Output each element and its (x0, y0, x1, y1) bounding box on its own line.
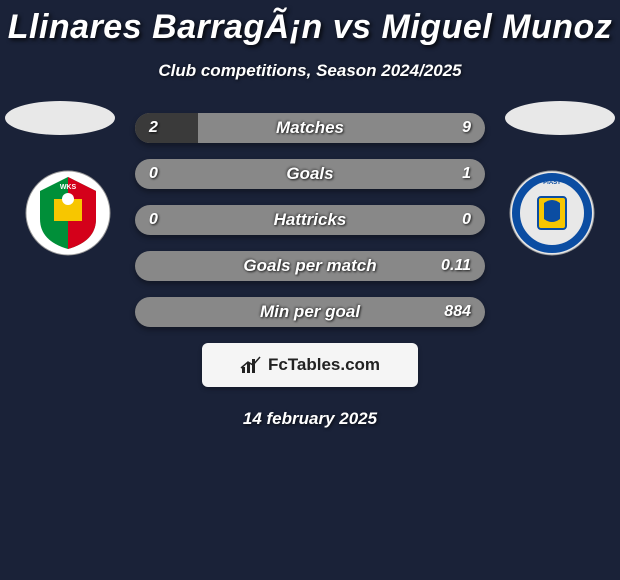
stat-row: Min per goal884 (135, 297, 485, 327)
stat-label: Min per goal (135, 302, 485, 322)
club-badge-left: WKS (24, 169, 112, 257)
stat-value-right: 0.11 (441, 257, 471, 275)
stat-label: Goals (135, 164, 485, 184)
stat-row: Goals per match0.11 (135, 251, 485, 281)
brand-text: FcTables.com (268, 355, 380, 375)
stat-value-right: 0 (462, 211, 471, 229)
stat-value-left: 0 (149, 211, 158, 229)
footer-date: 14 february 2025 (0, 409, 620, 429)
player-photo-left (5, 101, 115, 135)
stat-value-right: 1 (462, 165, 471, 183)
brand-pill: FcTables.com (202, 343, 418, 387)
stat-rows: 2Matches90Goals10Hattricks0Goals per mat… (135, 113, 485, 327)
stat-label: Hattricks (135, 210, 485, 230)
stat-value-right: 884 (444, 303, 471, 321)
club-badge-right: PIAST (508, 169, 596, 257)
stat-value-right: 9 (462, 119, 471, 137)
player-photo-right (505, 101, 615, 135)
stat-row: 0Goals1 (135, 159, 485, 189)
chart-icon (240, 356, 262, 374)
stats-area: WKS PIAST 2Matches90Goals10Hattricks0Goa… (0, 113, 620, 327)
svg-text:WKS: WKS (60, 184, 77, 191)
stat-value-left: 0 (149, 165, 158, 183)
svg-text:PIAST: PIAST (543, 180, 561, 186)
stat-value-left: 2 (149, 119, 158, 137)
page-title: Llinares BarragÃ¡n vs Miguel Munoz (0, 0, 620, 47)
page-subtitle: Club competitions, Season 2024/2025 (0, 61, 620, 81)
stat-row: 0Hattricks0 (135, 205, 485, 235)
stat-row: 2Matches9 (135, 113, 485, 143)
stat-label: Goals per match (135, 256, 485, 276)
stat-label: Matches (135, 118, 485, 138)
